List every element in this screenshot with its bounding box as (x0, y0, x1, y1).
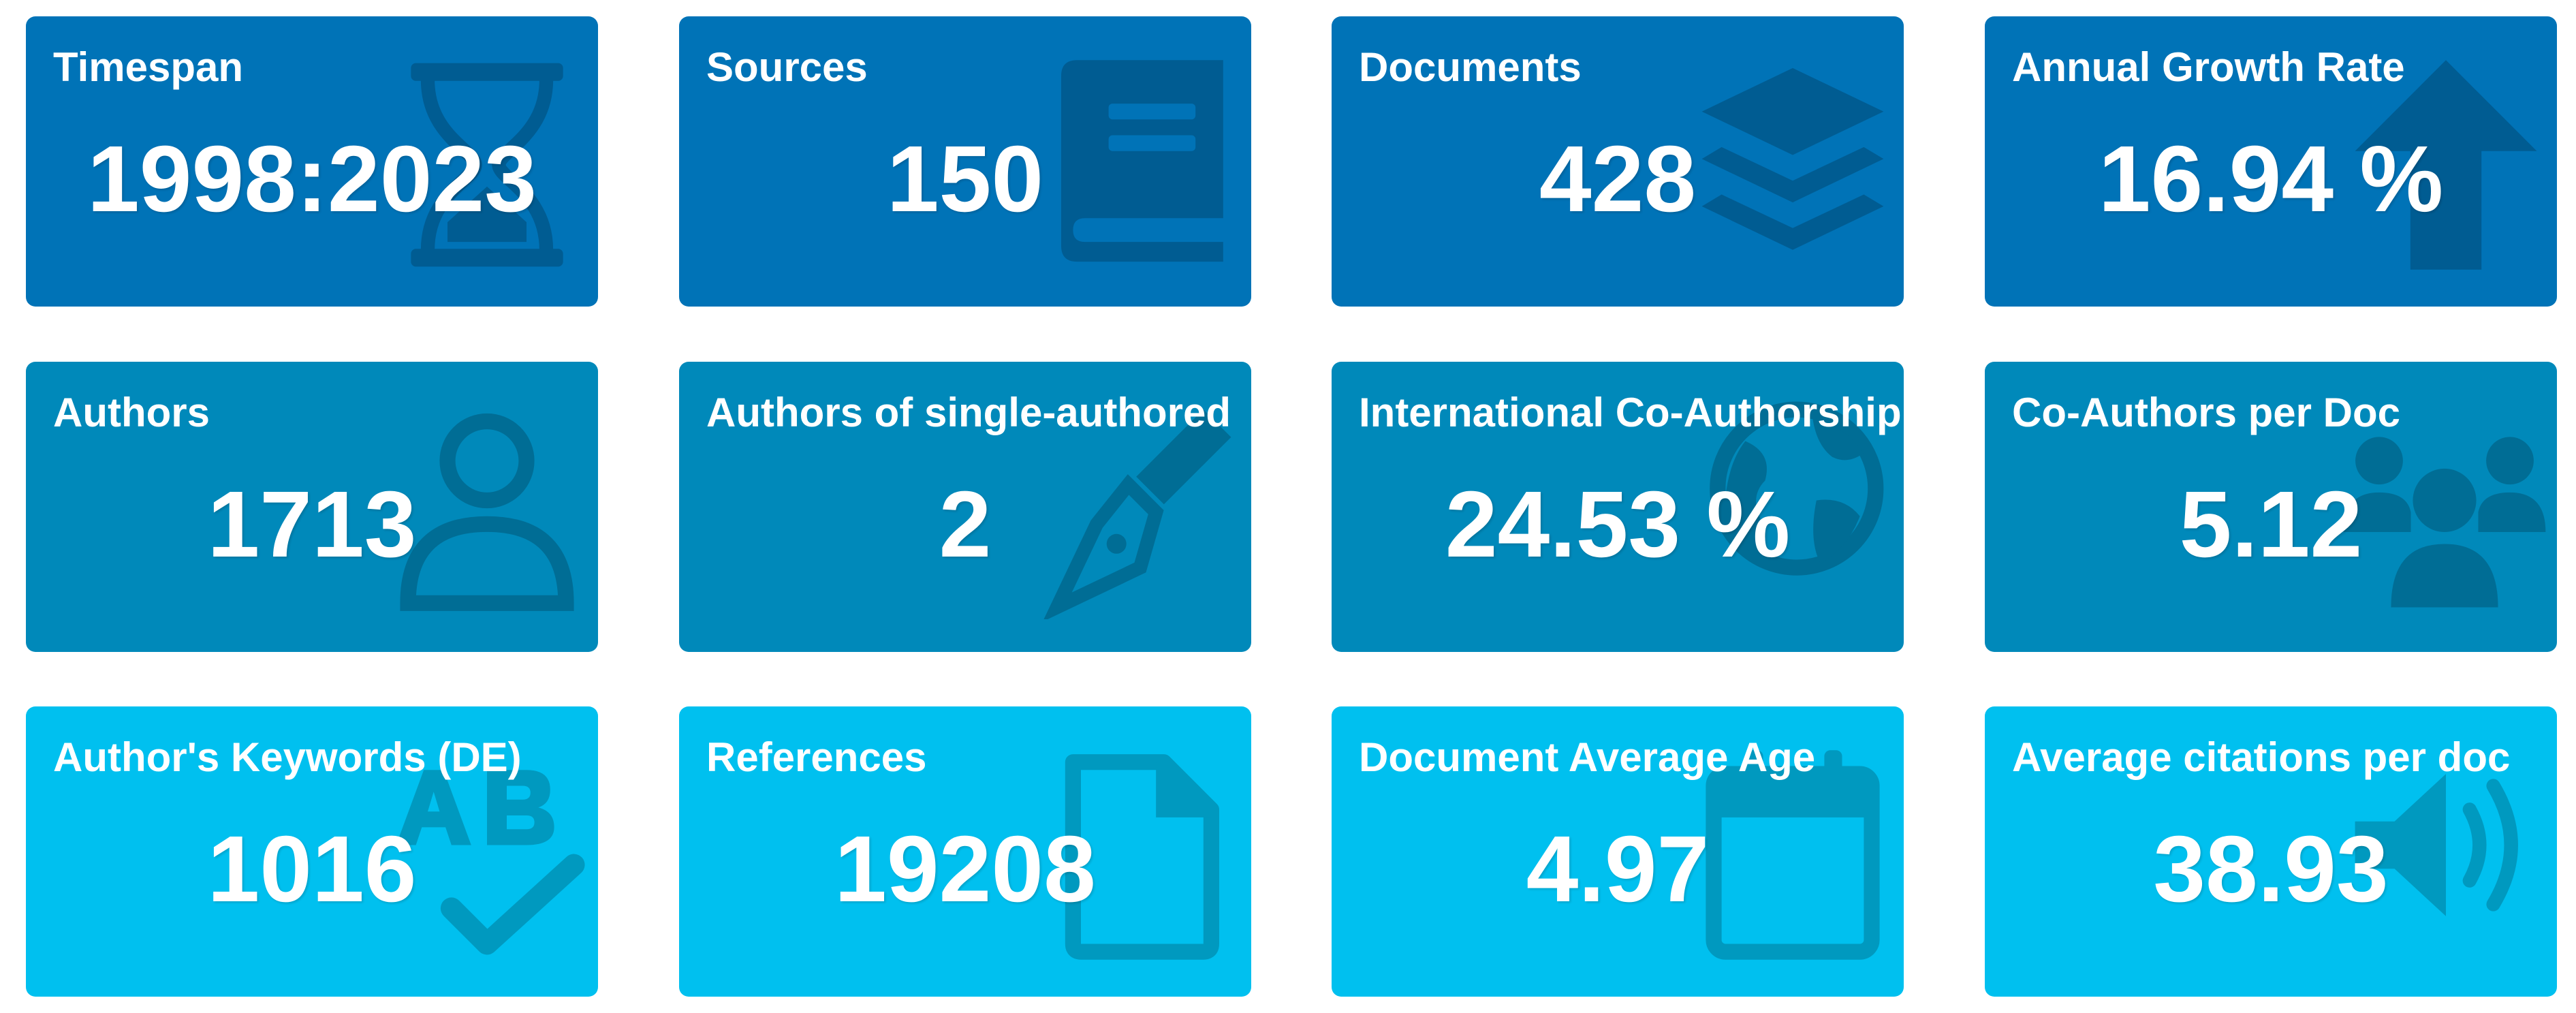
card-annual-growth-rate: Annual Growth Rate 16.94 % (1985, 16, 2557, 307)
card-label: International Co-Authorship (1359, 390, 1902, 435)
layers-icon (1694, 56, 1891, 274)
card-label: Authors (53, 390, 210, 435)
arrow-up-icon (2347, 56, 2545, 274)
card-value: 38.93 (2153, 817, 2389, 922)
card-label: Annual Growth Rate (2012, 44, 2405, 90)
card-documents: Documents 428 (1332, 16, 1904, 307)
card-references: References 19208 (679, 706, 1251, 997)
card-value: 16.94 % (2098, 127, 2444, 232)
globe-icon (1694, 401, 1891, 619)
hourglass-icon (388, 56, 586, 274)
card-value: 150 (886, 127, 1044, 232)
card-label: Timespan (53, 44, 243, 90)
card-value: 19208 (834, 817, 1096, 922)
pen-nib-icon (1041, 401, 1239, 619)
card-label: Co-Authors per Doc (2012, 390, 2400, 435)
card-value: 24.53 % (1445, 472, 1791, 577)
volume-icon (2347, 746, 2545, 964)
card-document-average-age: Document Average Age 4.97 (1332, 706, 1904, 997)
card-label: Author's Keywords (DE) (53, 734, 522, 780)
card-sources: Sources 150 (679, 16, 1251, 307)
card-value: 1713 (207, 472, 417, 577)
card-label: Average citations per doc (2012, 734, 2511, 780)
calendar-icon (1694, 746, 1891, 964)
card-co-authors-per-doc: Co-Authors per Doc 5.12 (1985, 362, 2557, 652)
card-international-co-authorship: International Co-Authorship 24.53 % (1332, 362, 1904, 652)
spell-check-icon (388, 746, 586, 964)
users-icon (2332, 401, 2557, 619)
card-label: References (706, 734, 927, 780)
card-value: 1998:2023 (87, 127, 537, 232)
card-value: 1016 (207, 817, 417, 922)
card-label: Documents (1359, 44, 1582, 90)
card-authors-single-authored: Authors of single-authored 2 (679, 362, 1251, 652)
book-icon (1041, 56, 1239, 274)
card-value: 4.97 (1526, 817, 1710, 922)
card-average-citations-per-doc: Average citations per doc 38.93 (1985, 706, 2557, 997)
card-value: 5.12 (2179, 472, 2363, 577)
card-timespan: Timespan 1998:2023 (26, 16, 598, 307)
card-label: Authors of single-authored (706, 390, 1231, 435)
card-authors-keywords: Author's Keywords (DE) 1016 (26, 706, 598, 997)
card-authors: Authors 1713 (26, 362, 598, 652)
card-label: Sources (706, 44, 868, 90)
card-value: 428 (1539, 127, 1697, 232)
card-value: 2 (939, 472, 992, 577)
user-icon (388, 401, 586, 619)
file-icon (1041, 746, 1239, 964)
card-label: Document Average Age (1359, 734, 1816, 780)
